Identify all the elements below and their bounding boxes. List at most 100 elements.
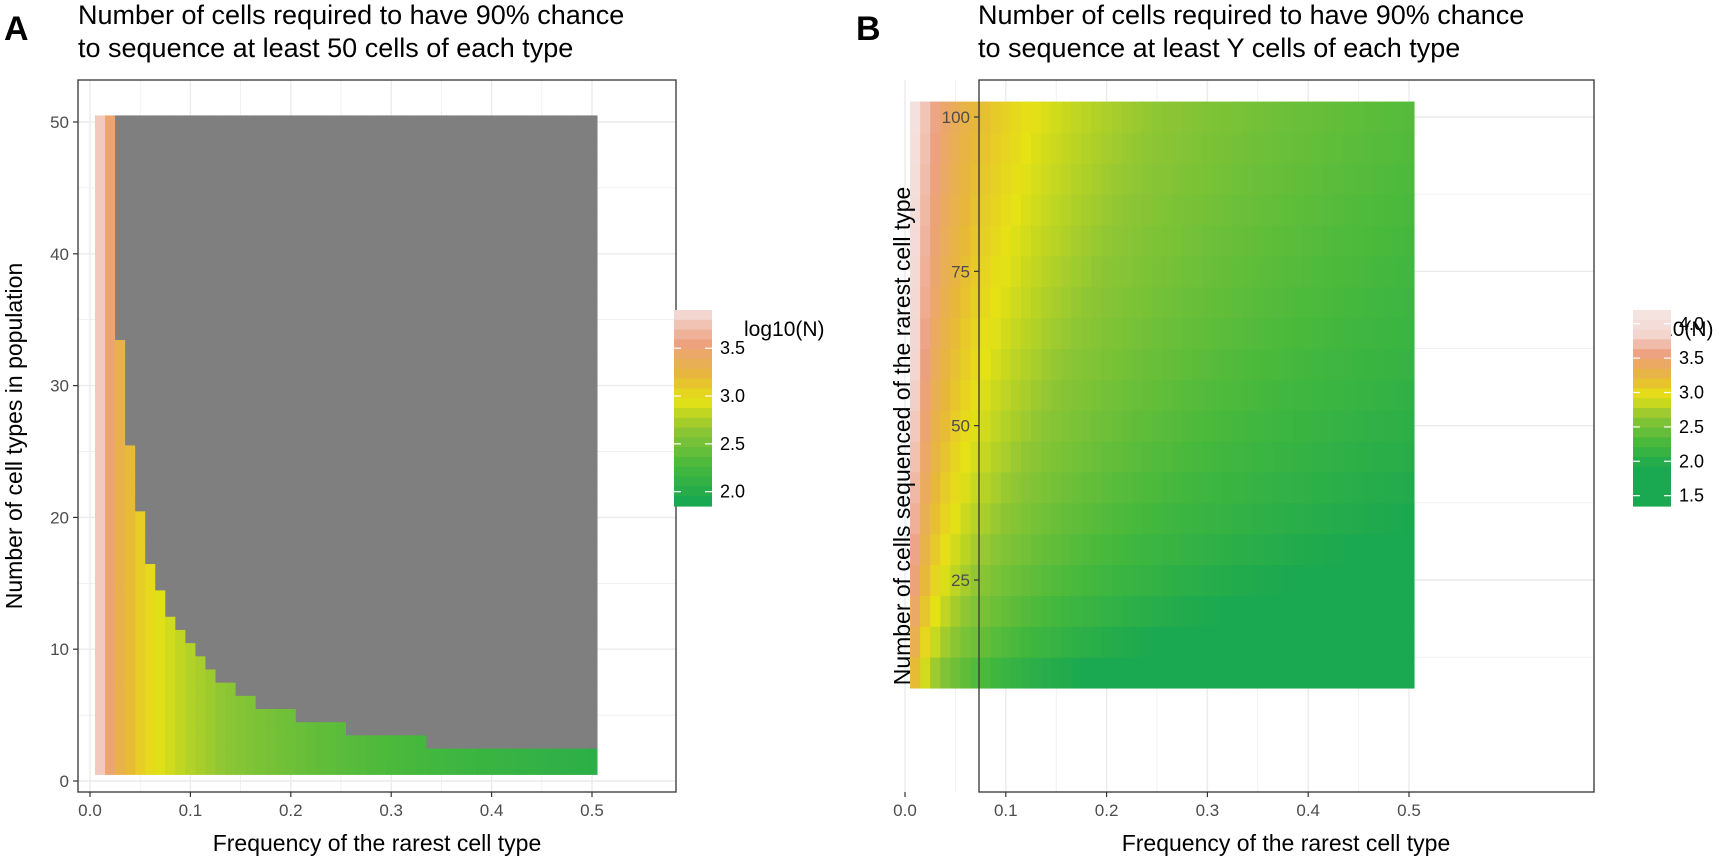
heatmap-na-cell — [426, 299, 437, 314]
heatmap-cell — [1353, 132, 1365, 164]
heatmap-na-cell — [526, 537, 538, 551]
heatmap-na-cell — [265, 655, 277, 670]
heatmap-na-cell — [285, 418, 297, 433]
heatmap-cell — [940, 317, 951, 349]
heatmap-cell — [930, 626, 941, 658]
heatmap-cell — [1333, 471, 1344, 504]
heatmap-na-cell — [356, 418, 367, 433]
heatmap-na-cell — [486, 405, 498, 420]
heatmap-na-cell — [576, 405, 588, 420]
heatmap-na-cell — [586, 286, 598, 301]
heatmap-cell — [115, 682, 126, 696]
heatmap-cell — [295, 748, 307, 762]
heatmap-na-cell — [366, 194, 377, 209]
heatmap-na-cell — [175, 471, 186, 485]
heatmap-na-cell — [275, 418, 287, 433]
heatmap-na-cell — [285, 510, 297, 525]
heatmap-na-cell — [406, 523, 417, 538]
heatmap-na-cell — [486, 194, 498, 209]
heatmap-cell — [1383, 255, 1395, 288]
heatmap-na-cell — [586, 471, 598, 485]
heatmap-na-cell — [516, 695, 528, 710]
heatmap-na-cell — [486, 207, 498, 222]
heatmap-cell — [95, 154, 106, 169]
heatmap-cell — [1051, 286, 1062, 319]
heatmap-cell — [1192, 410, 1203, 442]
heatmap-na-cell — [536, 352, 548, 367]
heatmap-na-cell — [366, 339, 377, 354]
heatmap-cell — [366, 748, 377, 762]
heatmap-na-cell — [456, 444, 467, 459]
heatmap-na-cell — [366, 260, 377, 275]
heatmap-na-cell — [376, 721, 387, 736]
heatmap-na-cell — [185, 497, 196, 512]
heatmap-na-cell — [506, 299, 518, 314]
heatmap-na-cell — [275, 379, 287, 393]
heatmap-na-cell — [115, 326, 126, 340]
heatmap-cell — [1252, 163, 1264, 195]
heatmap-cell — [125, 603, 136, 617]
heatmap-na-cell — [145, 234, 156, 248]
heatmap-na-cell — [346, 273, 357, 288]
heatmap-cell — [940, 564, 951, 596]
heatmap-cell — [95, 273, 106, 288]
heatmap-cell — [1262, 502, 1274, 535]
heatmap-na-cell — [566, 616, 578, 630]
heatmap-cell — [960, 379, 972, 411]
heatmap-na-cell — [536, 510, 548, 525]
heatmap-cell — [1010, 564, 1022, 596]
heatmap-cell — [920, 317, 931, 349]
heatmap-na-cell — [536, 721, 548, 736]
heatmap-cell — [1393, 626, 1405, 658]
heatmap-na-cell — [275, 655, 287, 670]
heatmap-na-cell — [456, 247, 467, 261]
heatmap-cell — [1051, 533, 1062, 566]
heatmap-na-cell — [255, 497, 267, 512]
heatmap-cell — [1010, 255, 1022, 288]
heatmap-cell — [1212, 657, 1224, 689]
heatmap-cell — [1333, 101, 1344, 133]
heatmap-na-cell — [536, 181, 548, 195]
heatmap-na-cell — [175, 392, 186, 406]
heatmap-na-cell — [416, 194, 427, 209]
heatmap-na-cell — [175, 537, 186, 551]
heatmap-na-cell — [406, 642, 417, 657]
heatmap-na-cell — [386, 154, 397, 169]
heatmap-cell — [1071, 194, 1082, 226]
heatmap-cell — [1373, 132, 1385, 164]
heatmap-cell — [1403, 286, 1415, 319]
heatmap-na-cell — [305, 550, 317, 565]
heatmap-na-cell — [245, 497, 257, 512]
heatmap-na-cell — [185, 273, 196, 288]
heatmap-cell — [940, 255, 951, 288]
heatmap-cell — [990, 657, 1002, 689]
heatmap-na-cell — [265, 154, 277, 169]
heatmap-na-cell — [536, 734, 548, 749]
heatmap-na-cell — [526, 682, 538, 696]
heatmap-cell — [1162, 471, 1173, 504]
heatmap-cell — [920, 286, 931, 319]
heatmap-cell — [980, 163, 992, 195]
heatmap-na-cell — [335, 128, 347, 143]
heatmap-cell — [1202, 502, 1213, 535]
heatmap-na-cell — [245, 181, 257, 195]
heatmap-na-cell — [376, 550, 387, 565]
heatmap-cell — [1242, 379, 1254, 411]
heatmap-na-cell — [245, 220, 257, 235]
heatmap-na-cell — [576, 458, 588, 472]
heatmap-na-cell — [536, 194, 548, 209]
heatmap-na-cell — [245, 550, 257, 565]
heatmap-cell — [335, 761, 347, 775]
heatmap-na-cell — [486, 154, 498, 169]
heatmap-na-cell — [115, 234, 126, 248]
heatmap-cell — [1232, 379, 1244, 411]
heatmap-na-cell — [386, 444, 397, 459]
heatmap-na-cell — [496, 603, 508, 617]
heatmap-na-cell — [516, 734, 528, 749]
heatmap-na-cell — [255, 537, 267, 551]
heatmap-cell — [115, 563, 126, 578]
heatmap-cell — [1151, 348, 1163, 380]
heatmap-na-cell — [135, 181, 146, 195]
heatmap-na-cell — [546, 642, 558, 657]
y-tick-label: 100 — [942, 108, 970, 127]
